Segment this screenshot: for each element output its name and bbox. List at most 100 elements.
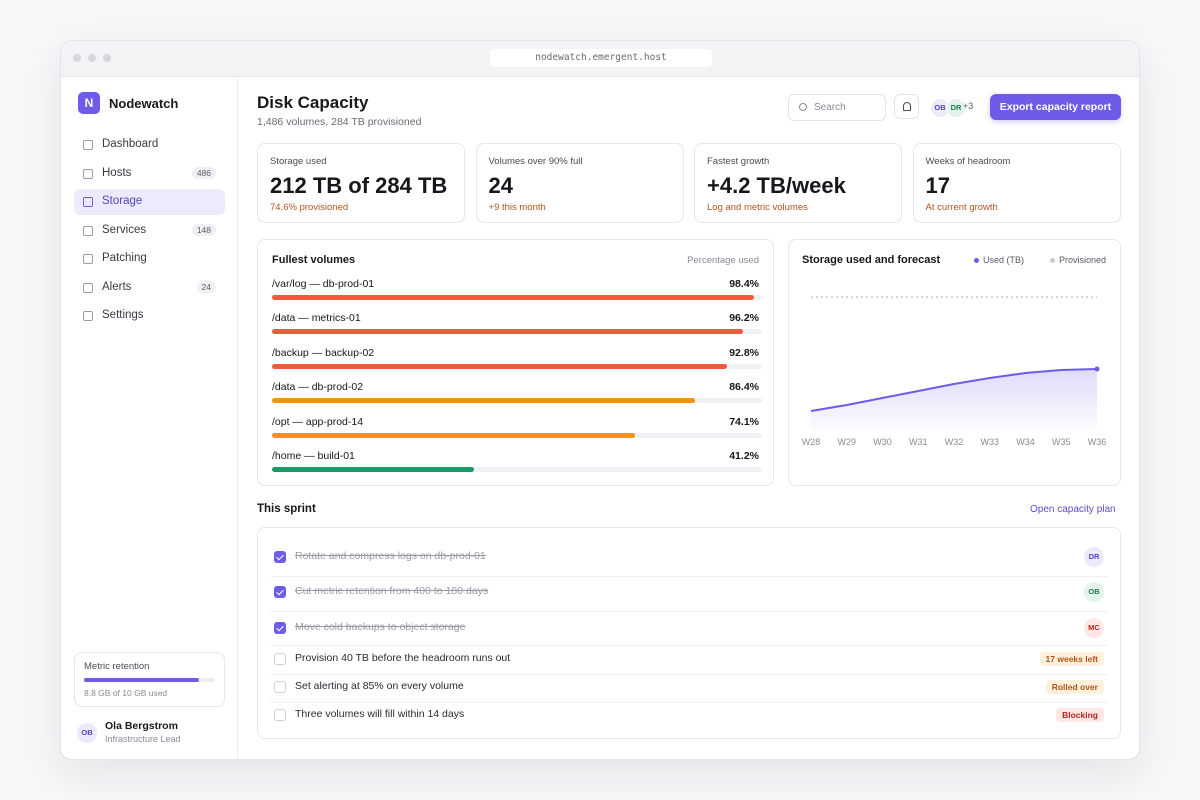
nav-label: Patching — [102, 252, 147, 264]
kpi-note: Log and metric volumes — [707, 202, 808, 213]
nav-label: Dashboard — [102, 138, 159, 150]
nav-item[interactable]: Alerts 24 — [74, 275, 225, 301]
volume-name: /backup — backup-02 — [272, 346, 375, 359]
url: nodewatch.emergent.host — [535, 52, 667, 63]
volume-bar — [272, 363, 727, 369]
sprint-card: Rotate and compress logs on db-prod-01 DR… — [257, 527, 1121, 739]
nav-label: Alerts — [102, 280, 132, 293]
user-name: Ola Bergstrom — [105, 720, 178, 732]
checkbox[interactable] — [274, 586, 286, 598]
volume-name: /var/log — db-prod-01 — [272, 278, 375, 290]
volume-track — [272, 398, 762, 404]
volume-value: 98.4% — [729, 278, 759, 290]
row-divider — [270, 702, 1108, 703]
retention-title: Metric retention — [84, 661, 150, 672]
fullest-card: Fullest volumes Percentage used/var/log —… — [257, 239, 774, 486]
kpi-card: Fastest growth +4.2 TB/week Log and metric… — [694, 143, 902, 223]
legend-dot — [973, 258, 979, 263]
volume-value: 74.1% — [729, 415, 759, 428]
page-subtitle: 1,486 volumes, 284 TB provisioned — [257, 116, 422, 128]
status-tag: 17 weeks left — [1039, 652, 1104, 666]
forecast-title: Storage used and forecast — [802, 254, 941, 266]
sprint-link[interactable]: Open capacity plan — [1030, 504, 1116, 515]
volume-bar — [272, 467, 474, 472]
nav-badge: 24 — [196, 280, 216, 293]
nav-icon — [83, 282, 93, 293]
kpi-value: 212 TB of 284 TB — [270, 173, 448, 198]
nav-icon — [83, 140, 93, 150]
retention-label: 8.8 GB of 10 GB used — [84, 688, 168, 698]
nav-icon — [83, 254, 93, 264]
row-divider — [270, 644, 1108, 646]
nav-item[interactable]: Patching — [74, 246, 225, 272]
volume-value: 92.8% — [729, 346, 759, 359]
kpi-value: 24 — [488, 173, 513, 198]
assignee-avatar: DR — [1084, 547, 1104, 567]
task-text: Rotate and compress logs on db-prod-01 — [295, 550, 486, 562]
title-bar: nodewatch.emergent.host — [61, 41, 1139, 77]
volume-value: 41.2% — [729, 450, 759, 462]
assignee-avatar: OB — [1084, 582, 1104, 602]
task-text: Cut metric retention from 400 to 180 day… — [295, 585, 489, 597]
check-mark — [275, 623, 284, 631]
x-tick-label: W30 — [873, 437, 892, 447]
checkbox[interactable] — [274, 653, 286, 665]
x-tick-label: W28 — [802, 437, 821, 447]
forecast-card: Storage used and forecast Provisioned Used… — [788, 239, 1121, 486]
bell-icon — [903, 102, 911, 111]
checkbox[interactable] — [274, 622, 286, 634]
volume-value: 86.4% — [729, 381, 759, 394]
kpi-note: +9 this month — [488, 202, 546, 213]
retention-track — [84, 678, 215, 682]
nav-badge: 486 — [191, 166, 216, 179]
kpi-card: Weeks of headroom 17 At current growth — [912, 143, 1121, 223]
x-tick-label: W35 — [1052, 437, 1071, 447]
nav-icon — [83, 168, 93, 179]
logo: N — [78, 92, 100, 114]
nav-item[interactable]: Settings — [74, 303, 225, 329]
search-icon — [799, 103, 807, 111]
nav-item[interactable]: Hosts 486 — [74, 161, 225, 187]
retention-fill — [84, 678, 200, 682]
end-point — [1094, 366, 1100, 372]
checkbox[interactable] — [274, 709, 286, 721]
address-bar: nodewatch.emergent.host — [490, 49, 712, 67]
x-tick-label: W34 — [1016, 437, 1035, 447]
retention-card: Metric retention 8.8 GB of 10 GB used — [74, 652, 225, 707]
volume-value: 96.2% — [729, 312, 759, 325]
volume-bar — [272, 398, 696, 404]
status-tag: Blocking — [1056, 708, 1104, 722]
fullest-title: Fullest volumes — [272, 254, 356, 266]
row-divider — [270, 575, 1108, 577]
checkbox[interactable] — [274, 681, 286, 693]
kpi-label: Weeks of headroom — [925, 156, 1011, 167]
row-divider — [270, 611, 1108, 612]
checkbox[interactable] — [274, 551, 286, 563]
nav-icon — [83, 311, 93, 321]
nav-badge: 148 — [191, 223, 216, 236]
more-avatars: +3 — [963, 101, 974, 111]
sidebar: N Nodewatch Dashboard Hosts 486 Storage Servic… — [61, 76, 238, 759]
bell-button[interactable] — [894, 94, 919, 119]
kpi-label: Volumes over 90% full — [488, 156, 583, 167]
kpi-note: At current growth — [925, 202, 998, 213]
status-tag: Rolled over — [1045, 680, 1104, 694]
nav-item[interactable]: Dashboard — [74, 132, 225, 158]
search-box[interactable]: Search — [788, 94, 886, 121]
export-button[interactable]: Export capacity report — [990, 94, 1121, 120]
kpi-value: 17 — [925, 173, 950, 198]
nav-item[interactable]: Storage — [74, 189, 225, 215]
volume-name: /home — build-01 — [272, 450, 355, 462]
kpi-label: Fastest growth — [707, 156, 770, 167]
window-dot — [88, 54, 96, 62]
nav-item[interactable]: Services 148 — [74, 218, 225, 244]
check-mark — [275, 587, 284, 595]
nav-label: Storage — [102, 195, 143, 207]
task-text: Three volumes will fill within 14 days — [295, 708, 465, 720]
kpi-card: Storage used 212 TB of 284 TB 74.6% provis… — [257, 143, 465, 223]
check-mark — [275, 552, 284, 560]
nav-label: Services — [102, 223, 147, 236]
forecast-chart: W28 W29 W30 W31 W32 W33 W34 W35 W36 — [802, 296, 1106, 447]
user-role: Infrastructure Lead — [105, 734, 181, 744]
volume-track — [272, 467, 762, 472]
